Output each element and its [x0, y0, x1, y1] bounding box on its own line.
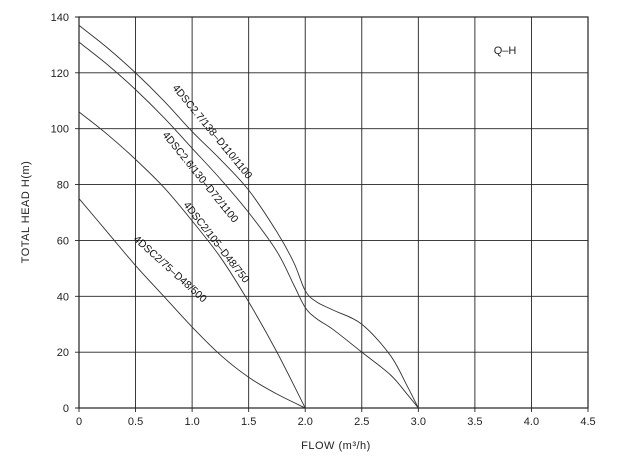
- curve-labels: 4DSC2.7/138–D110/11004DSC2.6/130–D72/110…: [131, 82, 255, 305]
- series-label-3: 4DSC2/105–D48/750: [181, 199, 252, 285]
- series-label-4: 4DSC2/75–D48/500: [131, 233, 209, 305]
- y-tick-labels: 0 20 40 60 80 100 120 140: [51, 12, 69, 415]
- x-tick-label: 1.5: [241, 416, 256, 428]
- y-tick-label: 140: [51, 12, 69, 24]
- x-tick-label: 2.5: [354, 416, 369, 428]
- x-tick-label: 2.0: [298, 416, 313, 428]
- series-label-1: 4DSC2.7/138–D110/1100: [170, 82, 255, 181]
- grid: [75, 16, 589, 412]
- y-tick-label: 40: [57, 291, 69, 303]
- x-tick-label: 3.5: [467, 416, 482, 428]
- y-tick-label: 120: [51, 68, 69, 80]
- x-tick-labels: 0 0.5 1.0 1.5 2.0 2.5 3.0 3.5 4.0 4.5: [76, 416, 596, 428]
- y-tick-label: 60: [57, 235, 69, 247]
- x-tick-label: 0.5: [128, 416, 143, 428]
- x-tick-label: 0: [76, 416, 82, 428]
- x-tick-label: 4.5: [580, 416, 595, 428]
- x-tick-label: 3.0: [411, 416, 426, 428]
- series-line-3: [78, 111, 306, 409]
- y-tick-label: 20: [57, 347, 69, 359]
- curves: [78, 25, 419, 409]
- series-line-4: [78, 198, 306, 409]
- chart-title: Q–H: [494, 45, 517, 57]
- series-line-1: [78, 25, 419, 409]
- x-tick-label: 4.0: [524, 416, 539, 428]
- plot-frame: [78, 16, 589, 409]
- y-tick-label: 100: [51, 124, 69, 136]
- y-tick-label: 0: [63, 403, 69, 415]
- x-axis-title: FLOW (m³/h): [301, 440, 371, 452]
- x-tick-label: 1.0: [184, 416, 199, 428]
- y-axis-title: TOTAL HEAD H(m): [20, 161, 32, 264]
- series-line-2: [78, 41, 419, 409]
- y-tick-label: 80: [57, 180, 69, 192]
